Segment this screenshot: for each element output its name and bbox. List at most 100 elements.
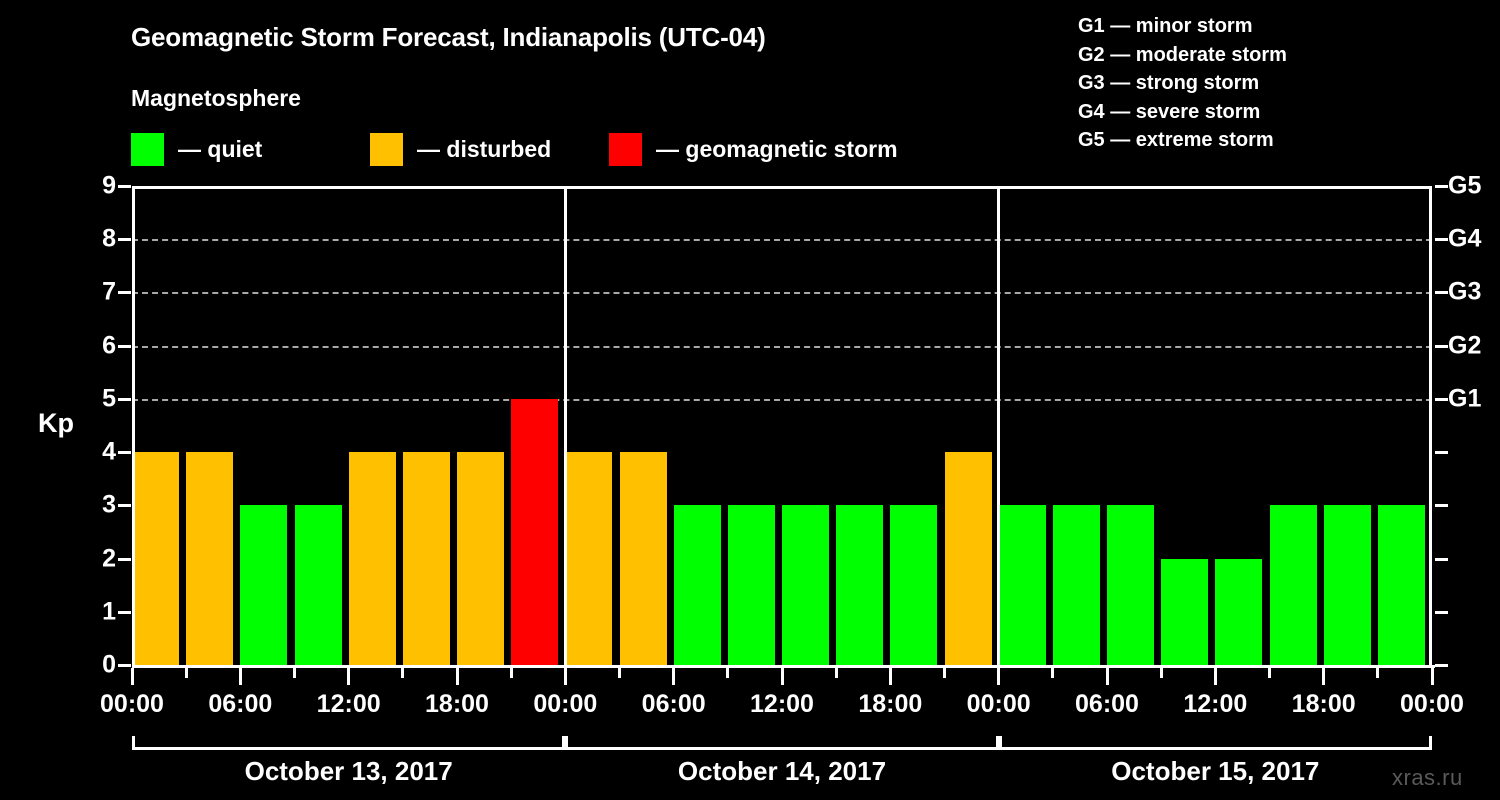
y-tick-mark-6 [118, 344, 131, 348]
x-tick-label: 00:00 [533, 690, 598, 718]
legend-label-quiet: — quiet [178, 135, 263, 162]
day-label: October 14, 2017 [677, 756, 887, 786]
bar [1377, 505, 1425, 665]
bar [294, 505, 342, 665]
y-axis-labels: 0 1 2 3 4 5 6 7 8 9 [68, 173, 116, 677]
y-tick-label-2: 2 [102, 544, 116, 573]
bar [998, 505, 1046, 665]
bar [619, 452, 667, 665]
g-tick-label-g3: G3 [1448, 277, 1482, 306]
x-tick-major [888, 668, 892, 685]
bar [1161, 558, 1209, 665]
bar [1269, 505, 1317, 665]
right-tick-mark-5 [1435, 397, 1448, 401]
g-tick-label-g4: G4 [1448, 224, 1482, 253]
bar [890, 505, 938, 665]
day-label: October 13, 2017 [244, 756, 453, 786]
day-bracket [998, 736, 1432, 750]
x-tick-major [997, 668, 1001, 685]
bar [402, 452, 450, 665]
x-tick-major [455, 668, 459, 685]
x-tick-label: 06:00 [208, 690, 273, 718]
y-tick-label-0: 0 [102, 650, 116, 679]
y-tick-mark-7 [118, 291, 131, 295]
right-tick-mark-6 [1435, 344, 1448, 348]
y-tick-label-6: 6 [102, 331, 116, 360]
bar [348, 452, 396, 665]
x-tick-label: 18:00 [425, 690, 489, 718]
day-label: October 15, 2017 [1111, 756, 1320, 786]
bar [1052, 505, 1100, 665]
x-tick-label: 06:00 [1075, 690, 1139, 718]
x-tick-label: 12:00 [750, 690, 814, 718]
g-scale-row-g1: G1 — minor storm [1078, 15, 1253, 37]
right-tick-mark-8 [1435, 238, 1448, 242]
right-tick-mark-0 [1435, 664, 1448, 667]
x-tick-minor [1159, 668, 1163, 678]
x-tick-label: 18:00 [1291, 690, 1356, 718]
g-tick-label-g1: G1 [1448, 384, 1482, 413]
right-tick-mark-1 [1435, 610, 1448, 614]
right-tick-mark-3 [1435, 504, 1448, 508]
chart-plot-area [132, 186, 1432, 665]
x-tick-major [1322, 668, 1326, 685]
y-tick-mark-1 [118, 610, 131, 614]
day-separator [563, 186, 567, 665]
y-tick-label-5: 5 [102, 384, 116, 413]
bar [511, 398, 559, 665]
x-tick-major [563, 668, 567, 685]
legend-swatch-quiet-icon [131, 132, 164, 166]
x-tick-major [672, 668, 676, 685]
g-scale-row-g3: G3 — strong storm [1078, 72, 1260, 94]
x-tick-label: 00:00 [966, 690, 1031, 718]
bar [782, 505, 830, 665]
bar [186, 452, 234, 665]
gridline-kp-7 [132, 292, 1432, 295]
bar [457, 452, 505, 665]
g-scale-row-g4: G4 — severe storm [1078, 100, 1261, 123]
day-bracket [132, 736, 566, 750]
bar [944, 452, 992, 665]
bar [1215, 558, 1263, 665]
y-axis-title: Kp [38, 408, 74, 438]
x-tick-minor [618, 668, 621, 678]
x-tick-label: 12:00 [316, 690, 381, 718]
y-tick-label-1: 1 [102, 597, 116, 626]
g-tick-label-g5: G5 [1448, 171, 1482, 200]
y-tick-mark-0 [118, 664, 131, 667]
legend-swatch-disturbed-icon [370, 132, 403, 166]
legend-label-disturbed: — disturbed [417, 135, 552, 162]
bar [1107, 505, 1155, 665]
bar [1323, 505, 1371, 665]
legend-label-storm: — geomagnetic storm [656, 135, 898, 162]
x-tick-minor [943, 668, 946, 678]
x-tick-minor [1051, 668, 1055, 678]
y-tick-label-7: 7 [102, 277, 116, 306]
x-tick-label: 18:00 [858, 690, 923, 718]
y-tick-label-4: 4 [102, 437, 116, 466]
x-tick-label: 00:00 [1400, 690, 1464, 718]
bar [673, 505, 721, 665]
x-tick-major [347, 668, 351, 685]
x-tick-minor [1376, 668, 1380, 678]
y-tick-label-9: 9 [102, 171, 116, 200]
gridline-kp-5 [132, 398, 1432, 401]
g-scale-row-g5: G5 — extreme storm [1078, 129, 1274, 151]
x-tick-major [780, 668, 784, 685]
legend-swatch-storm-icon [609, 132, 642, 166]
x-tick-minor [184, 668, 188, 678]
x-tick-minor [401, 668, 405, 678]
legend-item-quiet: — quiet [131, 132, 370, 166]
x-tick-label: 00:00 [100, 690, 164, 718]
legend-item-disturbed: — disturbed [370, 132, 609, 166]
y-tick-label-3: 3 [102, 490, 116, 519]
magnetosphere-section-label: Magnetosphere [131, 85, 301, 111]
magnetosphere-legend: — quiet — disturbed — geomagnetic storm [131, 132, 898, 166]
x-tick-minor [834, 668, 838, 678]
bar [240, 505, 288, 665]
gridline-kp-6 [132, 345, 1432, 348]
y-tick-mark-5 [118, 397, 131, 401]
g-axis-labels: G1 G2 G3 G4 G5 [1448, 173, 1500, 665]
y-tick-label-8: 8 [102, 224, 116, 253]
y-tick-mark-2 [118, 557, 131, 561]
